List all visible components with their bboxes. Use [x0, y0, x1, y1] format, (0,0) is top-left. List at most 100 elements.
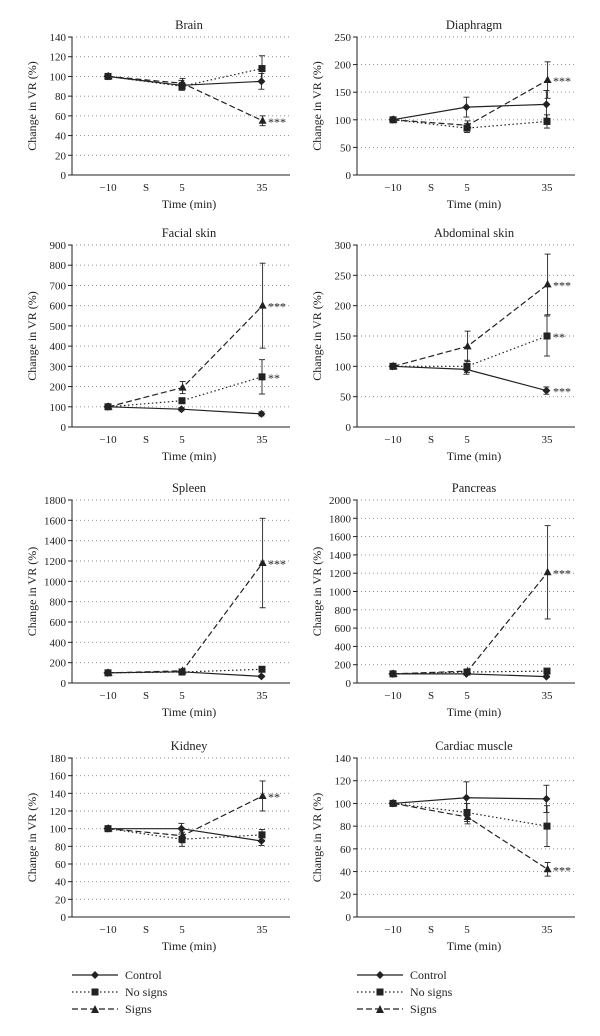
- y-tick-label: 100: [335, 361, 352, 373]
- y-tick-label: 180: [50, 753, 67, 765]
- significance-label: **: [268, 790, 280, 804]
- y-tick-label: 20: [340, 889, 352, 901]
- y-tick-label: 40: [55, 877, 67, 889]
- x-tick-label: S: [143, 434, 149, 446]
- x-tick-label: 35: [257, 434, 269, 446]
- x-tick-label: −10: [99, 690, 117, 702]
- y-tick-label: 100: [50, 402, 67, 414]
- x-tick-label: S: [143, 690, 149, 702]
- y-tick-label: 100: [335, 798, 352, 810]
- data-point-no-signs: [258, 373, 266, 381]
- x-tick-label: 5: [179, 434, 185, 446]
- chart-cardiac-muscle: Cardiac muscle 0 20 40 60 80 100 120 140 −10 S 5 35 T…: [310, 739, 575, 953]
- data-point-signs: [389, 361, 398, 370]
- y-tick-label: 100: [335, 115, 352, 127]
- chart-brain: Brain 0 20 40 60 80 100 120 140 −10 S 5 35 Time (min)…: [25, 18, 290, 211]
- series-line-no-signs: [107, 828, 263, 840]
- data-point-control: [542, 386, 551, 395]
- series-line-signs: [393, 79, 548, 126]
- y-tick-label: 80: [55, 841, 67, 853]
- x-tick-label: S: [143, 924, 149, 936]
- legend-symbol-control: [72, 971, 118, 979]
- y-axis-label: Change in VR (%): [25, 291, 39, 380]
- series-line-signs: [108, 562, 264, 674]
- data-point-no-signs: [258, 831, 266, 839]
- data-point-no-signs: [543, 822, 551, 830]
- y-tick-label: 0: [346, 422, 352, 434]
- y-tick-label: 140: [50, 32, 67, 44]
- legend-symbol-no-signs: [72, 988, 118, 996]
- data-point-no-signs: [258, 65, 266, 73]
- y-tick-label: 800: [50, 260, 67, 272]
- data-point-no-signs: [258, 665, 266, 673]
- chart-title: Cardiac muscle: [435, 739, 513, 753]
- y-tick-label: 0: [346, 170, 352, 182]
- x-tick-label: −10: [384, 434, 402, 446]
- data-point-control: [257, 409, 266, 418]
- y-tick-label: 1600: [44, 515, 67, 527]
- y-tick-label: 50: [340, 392, 352, 404]
- y-tick-label: 140: [50, 788, 67, 800]
- data-point-control: [542, 100, 551, 109]
- data-point-signs: [543, 75, 552, 84]
- data-point-signs: [258, 558, 267, 567]
- data-point-control: [462, 793, 471, 802]
- y-tick-label: 600: [50, 301, 67, 313]
- y-tick-label: 300: [335, 240, 352, 252]
- legend-symbol-signs: [357, 1005, 403, 1013]
- x-tick-label: −10: [99, 924, 117, 936]
- y-axis-label: Change in VR (%): [310, 61, 324, 150]
- legend-label: Control: [410, 968, 447, 982]
- legend-symbol-control: [357, 971, 403, 979]
- y-tick-label: 0: [61, 422, 67, 434]
- legend-item-control: Control: [355, 968, 505, 982]
- x-axis-label: Time (min): [447, 449, 502, 463]
- data-point-no-signs: [463, 362, 471, 370]
- y-tick-label: 200: [335, 60, 352, 72]
- data-point-no-signs: [178, 835, 186, 843]
- series-line-no-signs: [393, 335, 548, 367]
- y-tick-label: 1200: [329, 568, 352, 580]
- y-tick-label: 800: [335, 605, 352, 617]
- legend-label: Signs: [125, 1002, 152, 1016]
- y-tick-label: 150: [335, 87, 352, 99]
- series-line-no-signs: [392, 802, 548, 827]
- significance-label: ***: [268, 557, 286, 571]
- y-tick-label: 200: [50, 382, 67, 394]
- y-tick-label: 1600: [329, 532, 352, 544]
- y-tick-label: 2000: [329, 495, 352, 507]
- data-point-signs: [178, 831, 187, 839]
- legend-item-no-signs: No signs: [355, 985, 505, 999]
- data-point-signs: [104, 668, 113, 676]
- data-point-control: [177, 405, 186, 414]
- legend-right: Control No signs Signs: [355, 968, 515, 1018]
- chart-abdominal-skin: Abdominal skin 0 50 100 150 200 250 300 −10 S 5 35 T…: [310, 226, 575, 463]
- x-tick-label: −10: [384, 182, 402, 194]
- data-point-signs: [463, 812, 472, 821]
- x-tick-label: 5: [179, 690, 185, 702]
- x-axis-label: Time (min): [447, 939, 502, 953]
- x-axis-label: Time (min): [162, 705, 217, 719]
- x-tick-label: 35: [542, 434, 554, 446]
- significance-label: ***: [553, 278, 571, 292]
- y-tick-label: 80: [340, 821, 352, 833]
- series-line-no-signs: [107, 67, 263, 87]
- x-tick-label: S: [428, 434, 434, 446]
- x-tick-label: 35: [542, 182, 554, 194]
- chart-title: Facial skin: [162, 226, 217, 240]
- significance-label: ***: [553, 385, 571, 399]
- significance-label: ***: [553, 74, 571, 88]
- y-tick-label: 1800: [44, 495, 67, 507]
- data-point-signs: [543, 567, 552, 576]
- data-point-control: [542, 794, 551, 803]
- y-tick-label: 1800: [329, 513, 352, 525]
- y-tick-label: 1400: [329, 550, 352, 562]
- y-axis-label: Change in VR (%): [310, 793, 324, 882]
- y-tick-label: 600: [50, 617, 67, 629]
- data-point-no-signs: [543, 667, 551, 675]
- y-tick-label: 120: [335, 776, 352, 788]
- chart-title: Pancreas: [452, 481, 497, 495]
- x-axis-label: Time (min): [162, 449, 217, 463]
- y-axis-label: Change in VR (%): [25, 61, 39, 150]
